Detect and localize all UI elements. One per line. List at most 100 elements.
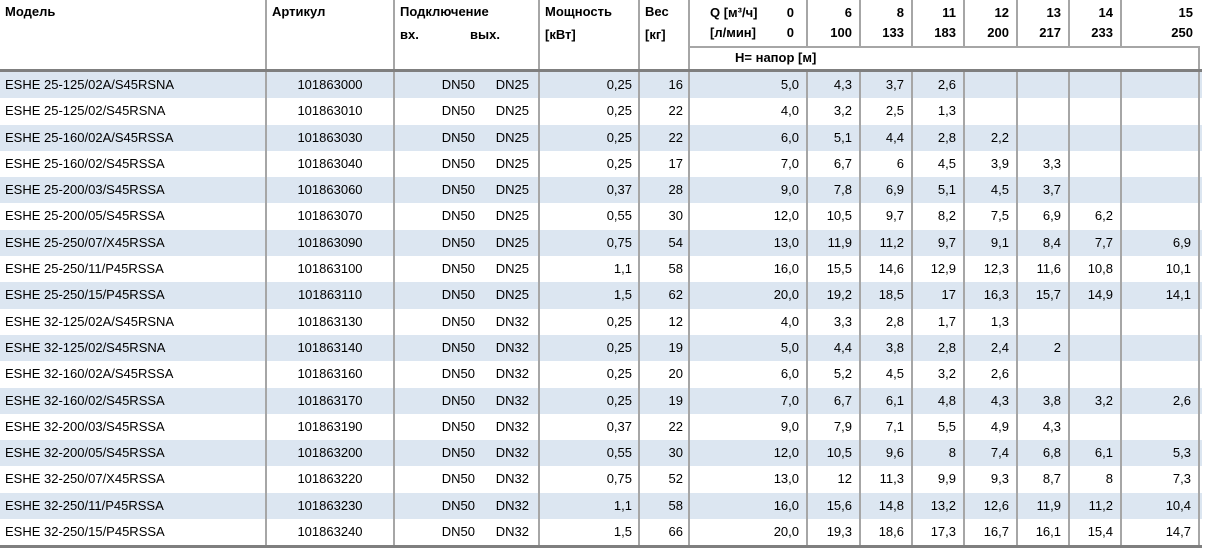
inlet-value: DN50	[441, 497, 475, 513]
header-model-label: Модель	[5, 4, 56, 19]
outlet-value: DN25	[495, 155, 529, 171]
header-flow-section: Q [м³/ч] 0 [л/мин] 0 6 100 8 133 11 183 …	[690, 0, 1200, 69]
head-value-cell: 4,3	[965, 387, 1018, 414]
article-cell: 101863170	[267, 387, 395, 414]
head-value-cell: 19,2	[808, 282, 861, 309]
outlet-value: DN32	[495, 392, 529, 408]
head-value-cell	[1070, 72, 1122, 99]
head-value-cell: 4,8	[913, 387, 965, 414]
head-value-cell: 7,7	[1070, 229, 1122, 257]
head-value-cell: 12,0	[690, 203, 808, 230]
head-value-cell: 2,6	[913, 72, 965, 99]
head-value-cell: 13,0	[690, 229, 808, 257]
table-row: ESHE 32-125/02A/S45RSNA 101863130 DN50 D…	[0, 308, 1202, 335]
inlet-value: DN50	[441, 182, 475, 198]
table-row: ESHE 32-160/02/S45RSSA 101863170 DN50 DN…	[0, 387, 1202, 414]
power-cell: 0,25	[540, 98, 640, 125]
connection-cell: DN50 DN32	[395, 519, 540, 546]
table-row: ESHE 32-200/03/S45RSSA 101863190 DN50 DN…	[0, 413, 1202, 441]
flow-lmin-zero: 0	[786, 25, 794, 40]
weight-cell: 58	[640, 256, 690, 283]
head-value-cell: 4,0	[690, 98, 808, 125]
head-value-cell	[1122, 361, 1200, 388]
flow-lmin-value: 100	[830, 25, 852, 40]
power-cell: 0,25	[540, 334, 640, 362]
article-cell: 101863220	[267, 466, 395, 493]
flow-m3h-value: 12	[994, 5, 1009, 20]
power-cell: 0,25	[540, 72, 640, 99]
head-value-cell: 2,2	[965, 124, 1018, 151]
power-cell: 0,75	[540, 466, 640, 493]
power-cell: 0,75	[540, 229, 640, 257]
head-value-cell: 8,7	[1018, 466, 1070, 493]
head-value-cell	[1070, 124, 1122, 151]
weight-cell: 20	[640, 361, 690, 388]
header-outlet-label: вых.	[470, 27, 500, 42]
inlet-value: DN50	[441, 77, 475, 92]
weight-cell: 17	[640, 150, 690, 178]
connection-cell: DN50 DN32	[395, 308, 540, 335]
article-cell: 101863130	[267, 308, 395, 335]
article-cell: 101863060	[267, 177, 395, 204]
header-connection: Подключение вх. вых.	[395, 0, 540, 69]
head-value-cell: 5,5	[913, 413, 965, 441]
power-cell: 0,25	[540, 361, 640, 388]
head-value-cell: 15,5	[808, 256, 861, 283]
header-power-unit: [кВт]	[545, 27, 576, 42]
head-value-cell: 7,5	[965, 203, 1018, 230]
inlet-value: DN50	[441, 524, 475, 540]
inlet-value: DN50	[441, 339, 475, 355]
weight-cell: 30	[640, 203, 690, 230]
head-value-cell: 8	[1070, 466, 1122, 493]
head-value-cell	[1122, 98, 1200, 125]
head-value-cell: 4,4	[861, 124, 913, 151]
table-header: Модель Артикул Подключение вх. вых. Мощн…	[0, 0, 1202, 72]
connection-cell: DN50 DN32	[395, 334, 540, 362]
flow-columns-row: Q [м³/ч] 0 [л/мин] 0 6 100 8 133 11 183 …	[690, 0, 1200, 46]
head-value-cell: 1,3	[965, 308, 1018, 335]
head-value-cell: 2	[1018, 334, 1070, 362]
head-value-cell	[1018, 124, 1070, 151]
model-cell: ESHE 32-125/02A/S45RSNA	[0, 308, 267, 335]
head-value-cell	[965, 98, 1018, 125]
head-value-cell	[1070, 361, 1122, 388]
model-cell: ESHE 32-200/03/S45RSSA	[0, 413, 267, 441]
outlet-value: DN32	[495, 445, 529, 461]
head-value-cell: 4,5	[965, 177, 1018, 204]
head-value-cell: 14,7	[1122, 519, 1200, 546]
flow-lmin-value: 217	[1039, 25, 1061, 40]
table-row: ESHE 32-250/15/P45RSSA 101863240 DN50 DN…	[0, 519, 1202, 546]
inlet-value: DN50	[441, 261, 475, 277]
head-value-cell: 8,2	[913, 203, 965, 230]
connection-cell: DN50 DN32	[395, 361, 540, 388]
head-value-cell	[1070, 150, 1122, 178]
header-flow-column: 15 250	[1122, 0, 1200, 46]
outlet-value: DN32	[495, 366, 529, 382]
table-row: ESHE 25-125/02A/S45RSNA 101863000 DN50 D…	[0, 72, 1202, 99]
article-cell: 101863090	[267, 229, 395, 257]
flow-m3h-zero: 0	[786, 5, 794, 20]
weight-cell: 12	[640, 308, 690, 335]
outlet-value: DN32	[495, 524, 529, 540]
inlet-value: DN50	[441, 366, 475, 382]
power-cell: 0,25	[540, 308, 640, 335]
head-value-cell	[1122, 413, 1200, 441]
weight-cell: 62	[640, 282, 690, 309]
power-cell: 1,5	[540, 282, 640, 309]
flow-lmin-value: 250	[1171, 25, 1193, 40]
inlet-value: DN50	[441, 287, 475, 303]
power-cell: 0,55	[540, 203, 640, 230]
table-row: ESHE 25-200/05/S45RSSA 101863070 DN50 DN…	[0, 203, 1202, 230]
head-value-cell: 9,6	[861, 440, 913, 467]
weight-cell: 54	[640, 229, 690, 257]
inlet-value: DN50	[441, 155, 475, 171]
head-value-cell: 7,0	[690, 150, 808, 178]
connection-cell: DN50 DN25	[395, 72, 540, 99]
header-article: Артикул	[267, 0, 395, 69]
power-cell: 0,25	[540, 150, 640, 178]
head-value-cell: 6,1	[861, 387, 913, 414]
table-row: ESHE 32-250/07/X45RSSA 101863220 DN50 DN…	[0, 466, 1202, 493]
head-value-cell: 5,1	[913, 177, 965, 204]
header-power-label: Мощность	[545, 4, 612, 19]
head-value-cell: 6,7	[808, 150, 861, 178]
